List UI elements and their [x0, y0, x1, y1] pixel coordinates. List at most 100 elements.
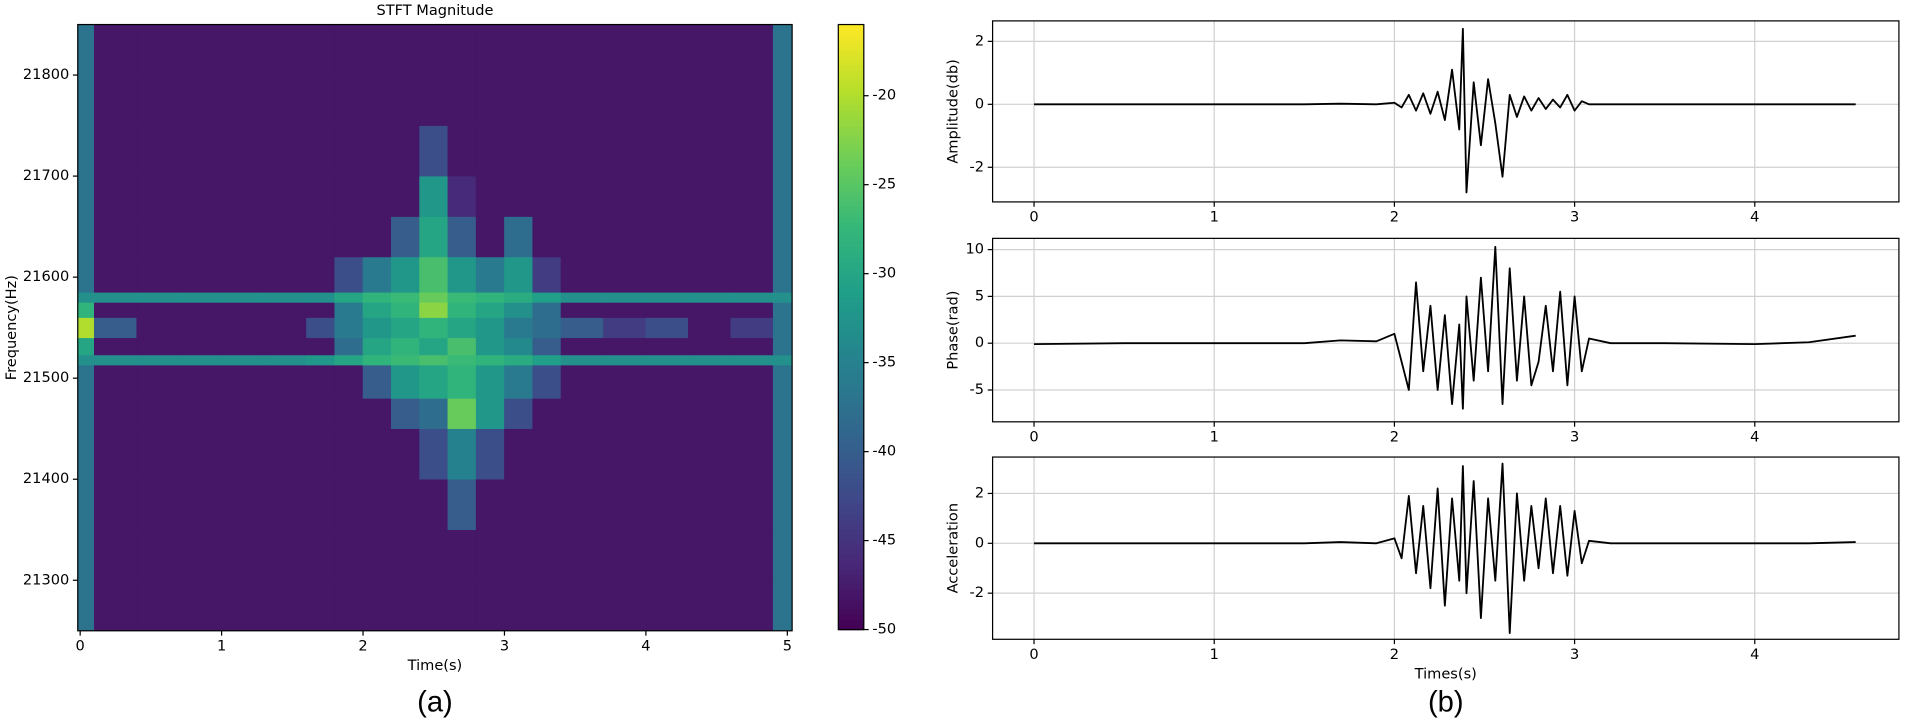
- colorbar-segment: [838, 604, 864, 611]
- heatmap-cell: [532, 291, 562, 303]
- colorbar-segment: [838, 493, 864, 500]
- x-tick-label: 0: [1029, 646, 1038, 663]
- heatmap-cell: [334, 317, 364, 339]
- heatmap-cell: [419, 529, 449, 581]
- heatmap-cell: [772, 364, 793, 399]
- heatmap-cell: [447, 317, 477, 339]
- heatmap-cell: [603, 74, 647, 126]
- colorbar-segment: [838, 90, 864, 96]
- heatmap-cell: [221, 428, 265, 480]
- heatmap-cell: [532, 478, 562, 531]
- heatmap-cell: [93, 125, 138, 177]
- heatmap-cell: [447, 291, 477, 303]
- heatmap-cell: [178, 354, 222, 366]
- x-tick-label: 2: [1390, 646, 1399, 663]
- axes-frame: [77, 23, 793, 632]
- heatmap-cell: [136, 478, 180, 531]
- heatmap-cell: [645, 398, 689, 430]
- colorbar-segment: [838, 135, 864, 142]
- heatmap-cell: [560, 175, 604, 217]
- heatmap-cell: [362, 364, 392, 399]
- colorbar-segment: [838, 347, 864, 353]
- heatmap-cell: [306, 24, 336, 76]
- heatmap-cell: [178, 398, 222, 430]
- heatmap-cell: [645, 428, 689, 480]
- heatmap-cell: [391, 478, 420, 531]
- heatmap-cell: [475, 256, 505, 293]
- colorbar-segment: [838, 569, 864, 575]
- colorbar-segment: [838, 322, 864, 328]
- heatmap-cell: [603, 125, 647, 177]
- heatmap-cell: [504, 216, 534, 258]
- heatmap-cell: [136, 216, 180, 258]
- heatmap-cell: [560, 256, 604, 293]
- heatmap-cell: [447, 398, 477, 430]
- heatmap-cell: [178, 529, 222, 581]
- colorbar-segment: [838, 115, 864, 122]
- heatmap-cell: [688, 364, 732, 399]
- colorbar-segment: [838, 432, 864, 439]
- colorbar-segment: [838, 528, 864, 535]
- heatmap-cell: [221, 364, 265, 399]
- colorbar-segment: [838, 110, 864, 117]
- heatmap-cell: [475, 302, 505, 318]
- heatmap-cell: [475, 216, 505, 258]
- colorbar-segment: [838, 619, 864, 626]
- heatmap-cell: [560, 428, 604, 480]
- heatmap-cell: [504, 529, 534, 581]
- y-tick-label: 0: [975, 534, 984, 551]
- heatmap-cell: [532, 317, 562, 339]
- heatmap-cell: [772, 478, 793, 531]
- y-tick-label: 2: [975, 32, 984, 49]
- heatmap-cell: [362, 175, 392, 217]
- y-axis-label: Amplitude(db): [945, 59, 962, 163]
- x-tick-label: 5: [783, 638, 792, 655]
- heatmap-cell: [136, 364, 180, 399]
- colorbar-segment: [838, 39, 864, 46]
- heatmap-cell: [306, 256, 336, 293]
- data-line: [1034, 27, 1856, 194]
- heatmap-cell: [688, 579, 732, 631]
- heatmap-cell: [391, 317, 420, 339]
- colorbar-segment: [838, 483, 864, 490]
- colorbar-segment: [838, 574, 864, 580]
- heatmap-cell: [93, 364, 138, 399]
- colorbar-segment: [838, 397, 864, 404]
- colorbar-segment: [838, 276, 864, 283]
- colorbar-segment: [838, 412, 864, 419]
- heatmap-cell: [730, 291, 774, 303]
- colorbar-segment: [838, 150, 864, 157]
- heatmap-cell: [730, 398, 774, 430]
- heatmap-cell: [419, 354, 449, 366]
- heatmap-cell: [178, 175, 222, 217]
- colorbar-segment: [838, 24, 864, 31]
- heatmap-cell: [391, 428, 420, 480]
- colorbar-segment: [838, 488, 864, 495]
- heatmap-cell: [178, 579, 222, 631]
- colorbar-segment: [838, 468, 864, 474]
- heatmap-cell: [532, 175, 562, 217]
- heatmap-cell: [263, 428, 307, 480]
- heatmap-cell: [391, 175, 420, 217]
- heatmap-cell: [362, 216, 392, 258]
- colorbar-segment: [838, 518, 864, 525]
- heatmap-cell: [603, 256, 647, 293]
- heatmap-cell: [772, 337, 793, 356]
- colorbar-segment: [838, 558, 864, 565]
- heatmap-cell: [730, 175, 774, 217]
- heatmap-cell: [504, 398, 534, 430]
- heatmap-cell: [391, 74, 420, 126]
- heatmap-cell: [178, 74, 222, 126]
- heatmap-cell: [645, 175, 689, 217]
- colorbar-segment: [838, 251, 864, 258]
- heatmap-cell: [178, 291, 222, 303]
- heatmap-cell: [645, 74, 689, 126]
- heatmap-cell: [447, 175, 477, 217]
- heatmap-cell: [645, 216, 689, 258]
- heatmap-cell: [730, 579, 774, 631]
- heatmap-cell: [77, 364, 95, 399]
- colorbar-segment: [838, 59, 864, 66]
- heatmap-cell: [263, 24, 307, 76]
- heatmap-cell: [178, 256, 222, 293]
- heatmap-cell: [504, 302, 534, 318]
